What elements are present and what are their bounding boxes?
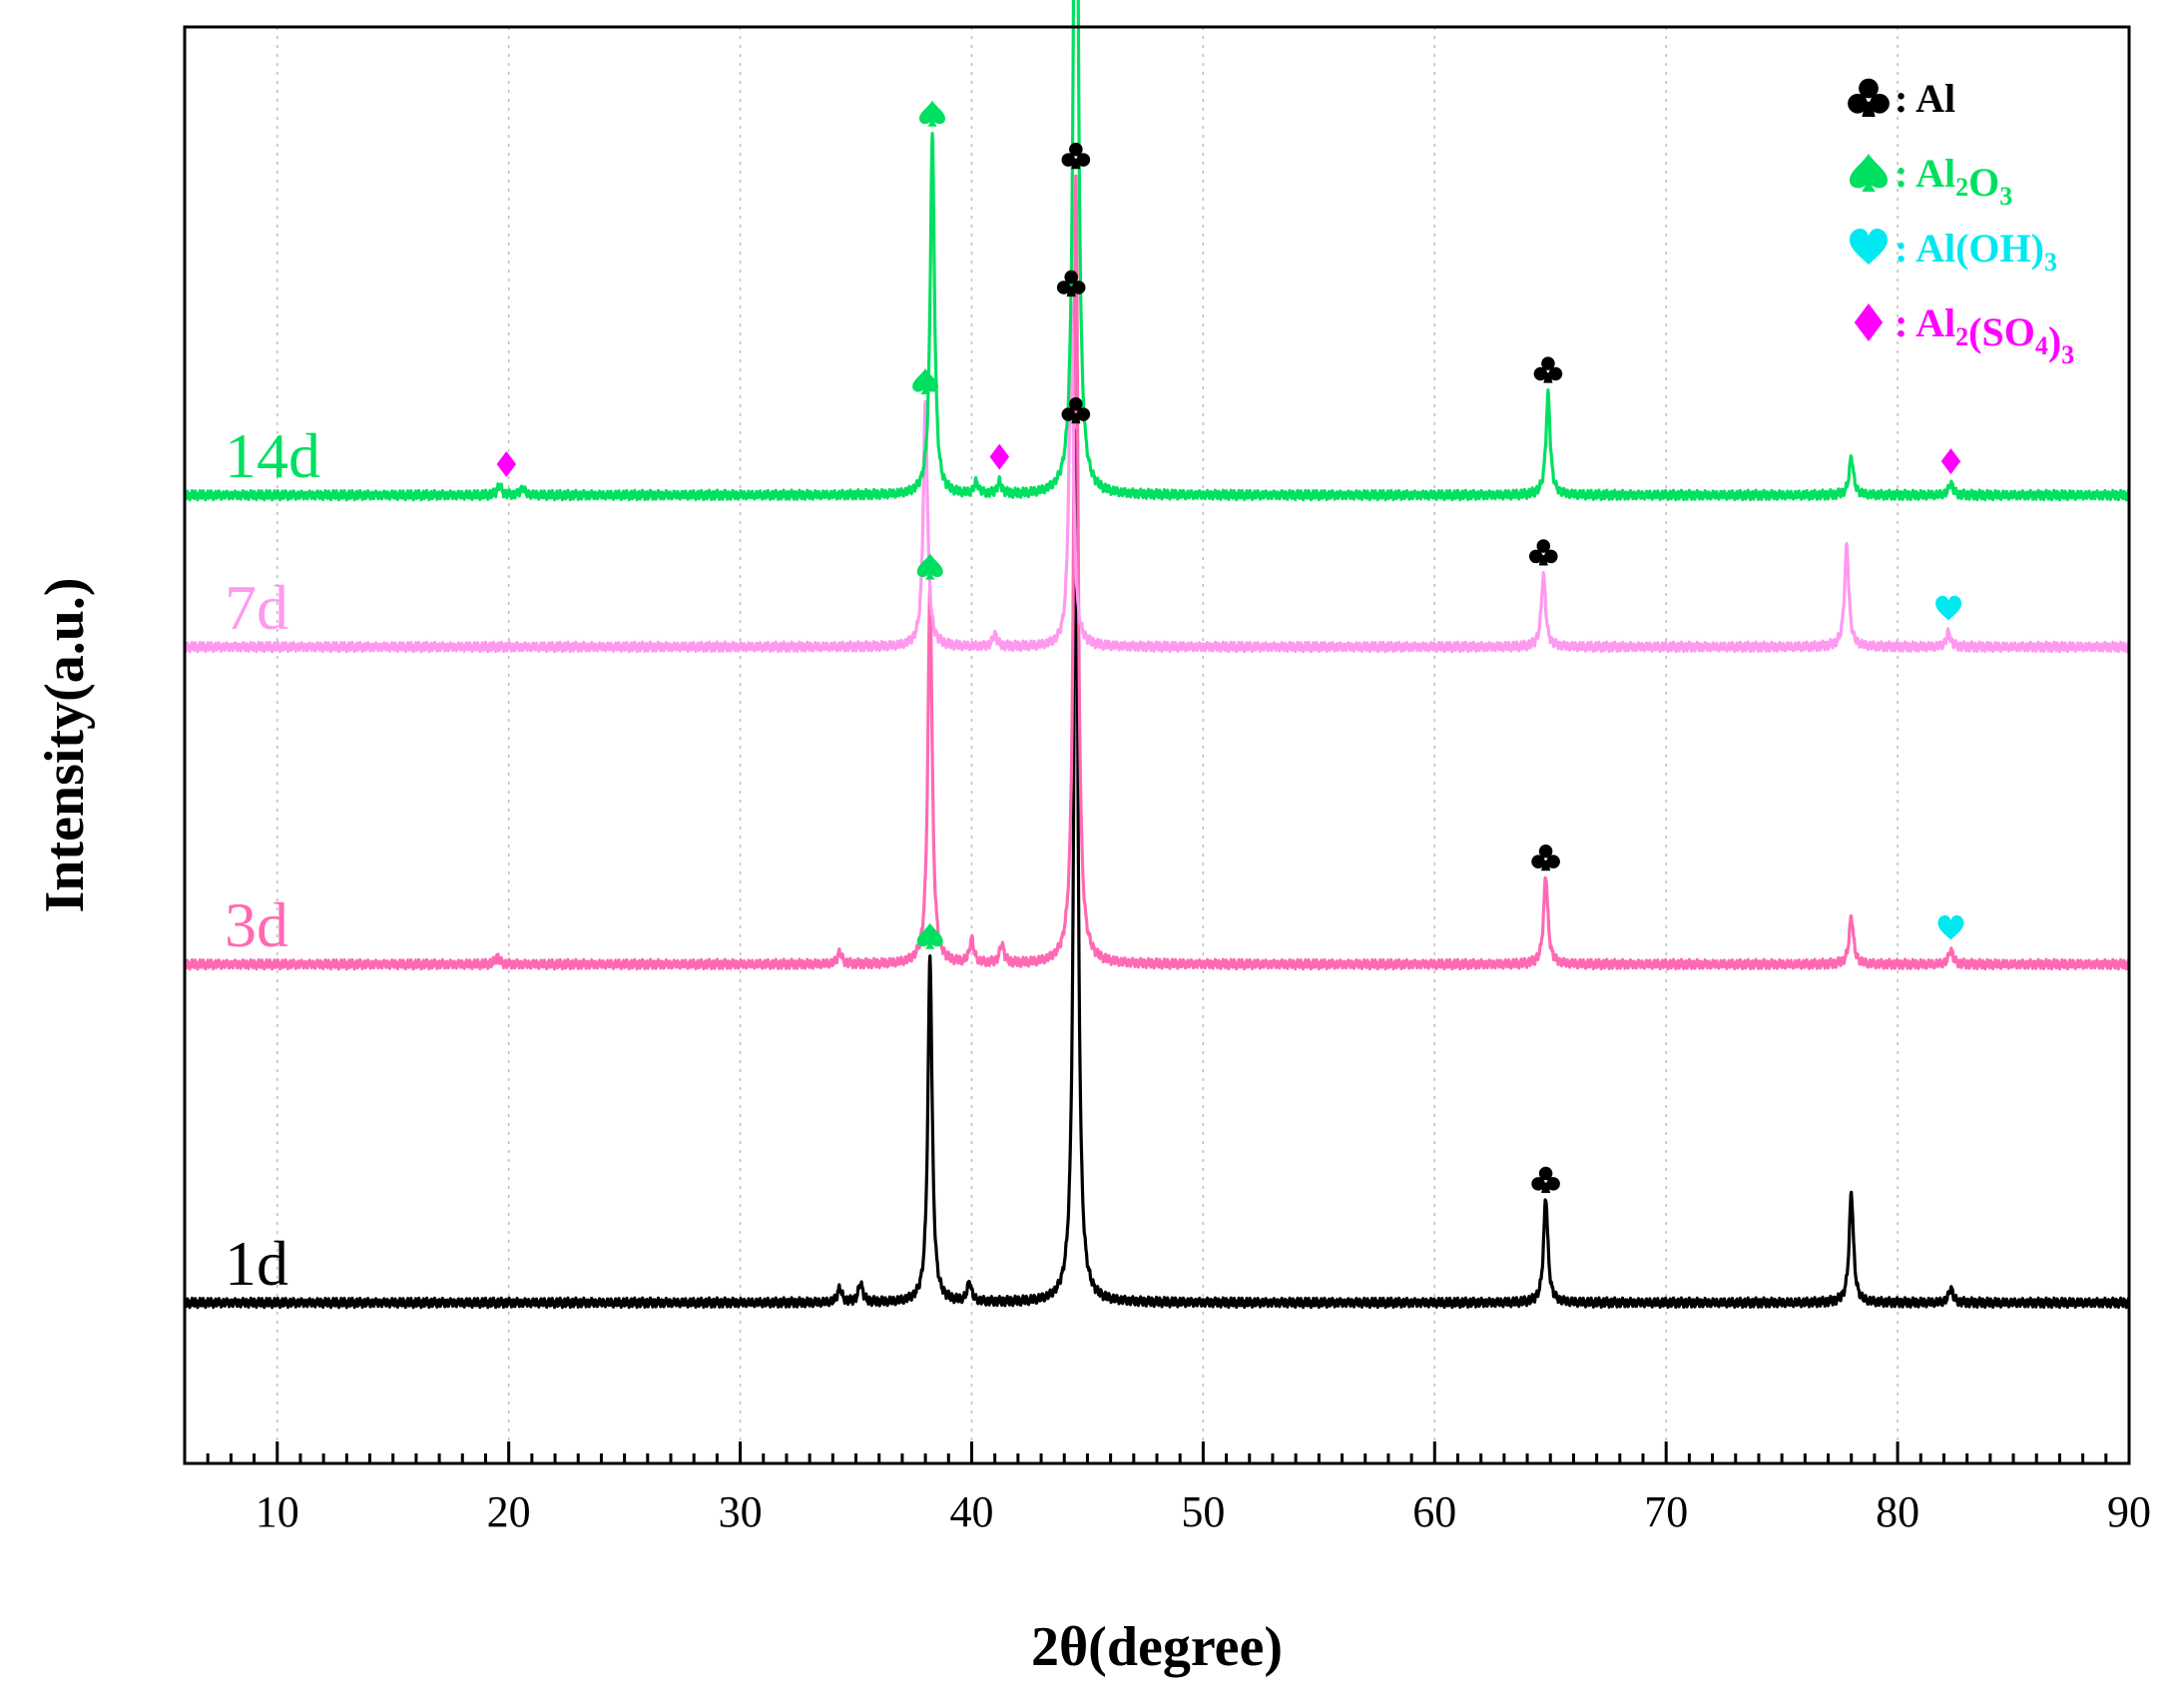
series-line-1d — [183, 428, 2131, 1310]
y-axis-label: Intensity(a.u.) — [34, 577, 96, 912]
series-label-1d: 1d — [225, 1228, 288, 1299]
peak-marker-diamond — [1940, 448, 1961, 475]
peak-marker-spade — [916, 922, 943, 949]
legend-text-part: O — [1968, 160, 1999, 205]
legend-text-part: : Al — [1895, 76, 1955, 121]
x-axis-label: 2θ(degree) — [1031, 1616, 1283, 1678]
series-line-14d — [183, 0, 2131, 502]
legend-symbol-heart — [1850, 229, 1888, 266]
x-tick-label: 50 — [1181, 1487, 1225, 1536]
peak-marker-heart — [1935, 595, 1962, 621]
series-label-14d: 14d — [225, 420, 320, 491]
series-label-3d: 3d — [225, 889, 288, 960]
marker-layer — [496, 100, 1964, 1194]
legend-text-part: 3 — [2044, 248, 2057, 277]
legend-text-part: : Al — [1895, 151, 1955, 196]
legend-text-part: (SO — [1968, 309, 2035, 354]
legend-text-heart: : Al(OH)3 — [1895, 226, 2057, 277]
legend-text-part: : Al(OH) — [1895, 226, 2044, 271]
peak-marker-spade — [916, 553, 943, 580]
peak-marker-club — [1533, 356, 1563, 383]
peak-marker-heart — [1937, 914, 1964, 940]
peak-marker-diamond — [496, 450, 517, 477]
peak-marker-club — [1056, 270, 1086, 297]
x-tick-label: 20 — [487, 1487, 531, 1536]
legend-text-spade: : Al2O3 — [1895, 151, 2012, 211]
series-line-3d — [183, 174, 2131, 971]
legend-text-part: 3 — [2061, 340, 2074, 369]
legend-text-part: : Al — [1895, 300, 1955, 345]
x-tick-label: 90 — [2107, 1487, 2151, 1536]
peak-marker-spade — [919, 100, 946, 127]
x-tick-label: 30 — [719, 1487, 763, 1536]
series-layer — [183, 0, 2131, 1310]
legend-text-part: 2 — [1955, 173, 1968, 202]
label-layer: 1d 3d 7d 14d — [225, 420, 320, 1299]
peak-marker-spade — [912, 368, 939, 395]
peak-marker-club — [1531, 845, 1560, 871]
legend-text-part: 3 — [1999, 182, 2012, 211]
grid-layer — [276, 27, 1899, 1463]
legend-text-part: 2 — [1955, 322, 1968, 351]
legend-symbol-club — [1848, 78, 1890, 117]
peak-marker-club — [1528, 539, 1558, 566]
peak-marker-club — [1061, 142, 1091, 170]
x-tick-label: 60 — [1412, 1487, 1456, 1536]
legend-symbol-spade — [1850, 154, 1888, 192]
legend-text-part: 4 — [2035, 331, 2048, 360]
series-line-7d — [183, 301, 2131, 654]
x-tick-label: 40 — [949, 1487, 993, 1536]
peak-marker-diamond — [989, 443, 1010, 470]
legend-text-club: : Al — [1895, 76, 1955, 121]
x-tick-label: 70 — [1644, 1487, 1688, 1536]
legend-symbol-diamond — [1854, 303, 1884, 341]
x-tick-label: 80 — [1876, 1487, 1919, 1536]
series-label-7d: 7d — [225, 572, 288, 643]
x-tick-label: 10 — [256, 1487, 299, 1536]
plot-frame — [183, 25, 2131, 1465]
peak-marker-club — [1531, 1166, 1560, 1194]
peak-marker-club — [1061, 396, 1091, 424]
legend-layer: : Al: Al2O3: Al(OH)3: Al2(SO4)3 — [1848, 76, 2074, 369]
legend-text-part: ) — [2048, 318, 2061, 363]
legend-text-diamond: : Al2(SO4)3 — [1895, 300, 2074, 369]
axis-layer: 10 20 30 40 50 60 70 80 90 — [183, 1441, 2151, 1536]
